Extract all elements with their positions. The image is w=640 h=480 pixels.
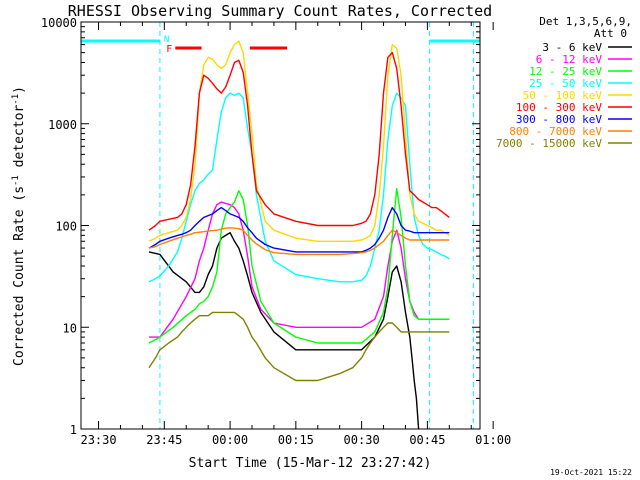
generated-timestamp: 19-Oct-2021 15:22 bbox=[550, 468, 632, 477]
series-line-5 bbox=[148, 40, 450, 243]
x-tick-label: 23:45 bbox=[146, 433, 182, 447]
legend-entry-label: 6 - 12 keV bbox=[536, 53, 603, 66]
y-tick-label: 10 bbox=[63, 321, 77, 335]
legend-entry-label: 300 - 800 keV bbox=[516, 113, 602, 126]
legend-entry-label: 3 - 6 keV bbox=[542, 41, 602, 54]
x-tick-label: 00:15 bbox=[278, 433, 314, 447]
legend-entry-label: 100 - 300 keV bbox=[516, 101, 602, 114]
legend-entry-label: 7000 - 15000 keV bbox=[496, 137, 602, 150]
legend-header-line1: Det 1,3,5,6,9, bbox=[539, 15, 632, 28]
y-tick-label: 100 bbox=[55, 220, 77, 234]
series-line-9 bbox=[148, 311, 450, 382]
y-tick-label: 10000 bbox=[41, 16, 77, 30]
y-tick-label: 1000 bbox=[48, 118, 77, 132]
night-flag-label: N bbox=[164, 35, 169, 45]
series-layer bbox=[148, 40, 450, 429]
x-tick-label: 00:00 bbox=[212, 433, 248, 447]
annotation-overlays: NF bbox=[80, 22, 480, 429]
flare-flag-label: F bbox=[166, 44, 172, 55]
legend-entry-label: 25 - 50 keV bbox=[529, 77, 602, 90]
series-line-1 bbox=[148, 231, 420, 429]
x-tick-label: 00:30 bbox=[344, 433, 380, 447]
legend-entry-label: 12 - 25 keV bbox=[529, 65, 602, 78]
axis-ticks: 23:30 23:45 00:00 00:15 00:30 00:45 01:00 1 10 10… bbox=[41, 16, 511, 447]
x-tick-label: 00:45 bbox=[409, 433, 445, 447]
x-tick-label: 23:30 bbox=[80, 433, 116, 447]
y-axis-label: Corrected Count Rate (s-1 detector-1) bbox=[11, 86, 27, 366]
series-line-6 bbox=[148, 51, 450, 231]
x-tick-label: 01:00 bbox=[475, 433, 511, 447]
plot-frame bbox=[80, 21, 481, 430]
legend-entry-label: 50 - 100 keV bbox=[523, 89, 603, 102]
chart-title: RHESSI Observing Summary Count Rates, Co… bbox=[68, 2, 492, 20]
series-line-8 bbox=[148, 227, 450, 256]
series-line-7 bbox=[148, 206, 450, 253]
legend-header-line2: Att 0 bbox=[594, 27, 627, 40]
y-tick-label: 1 bbox=[70, 423, 77, 437]
series-line-3 bbox=[148, 187, 450, 344]
legend-entry-label: 800 - 7000 keV bbox=[509, 125, 602, 138]
x-axis-label: Start Time (15-Mar-12 23:27:42) bbox=[189, 456, 432, 471]
